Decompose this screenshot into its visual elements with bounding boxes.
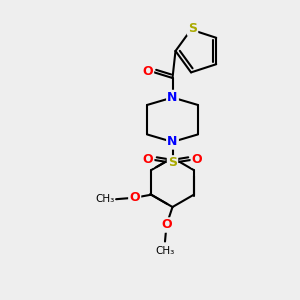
Text: O: O (142, 153, 153, 167)
Text: CH₃: CH₃ (155, 246, 175, 256)
Text: N: N (167, 135, 178, 148)
Text: O: O (129, 191, 140, 204)
Text: CH₃: CH₃ (95, 194, 115, 204)
Text: N: N (167, 91, 178, 104)
Text: O: O (161, 218, 172, 232)
Text: O: O (192, 153, 203, 167)
Text: O: O (142, 65, 153, 79)
Text: S: S (188, 22, 197, 34)
Text: S: S (168, 156, 177, 170)
